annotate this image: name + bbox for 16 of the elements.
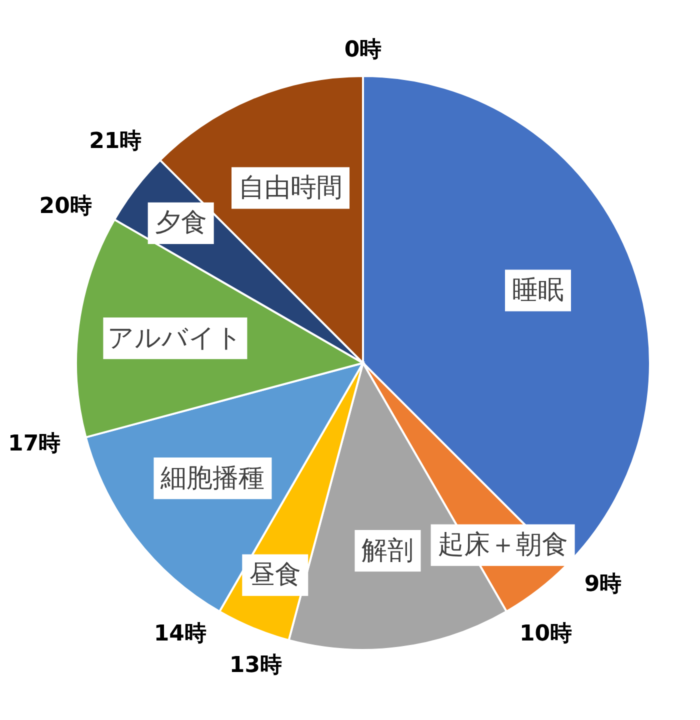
- text: 17時: [8, 432, 61, 457]
- slice-label: 細胞播種: [160, 463, 265, 494]
- text: 9時: [584, 572, 622, 597]
- slice-label: 睡眠: [512, 275, 564, 306]
- slice-label: 昼食: [249, 560, 302, 590]
- slice-label: アルバイト: [108, 323, 243, 354]
- text: 21時: [89, 129, 142, 154]
- text: 14時: [154, 622, 206, 647]
- slice-label: 解剖: [362, 536, 414, 566]
- text: 10時: [520, 622, 572, 647]
- slice-label: 自由時間: [238, 172, 343, 203]
- text: 13時: [229, 652, 282, 678]
- text: 20時: [39, 194, 92, 220]
- slice-label: 起床＋朝食: [438, 530, 568, 560]
- slice-label: 夕食: [154, 208, 207, 238]
- text: 0時: [344, 38, 382, 62]
